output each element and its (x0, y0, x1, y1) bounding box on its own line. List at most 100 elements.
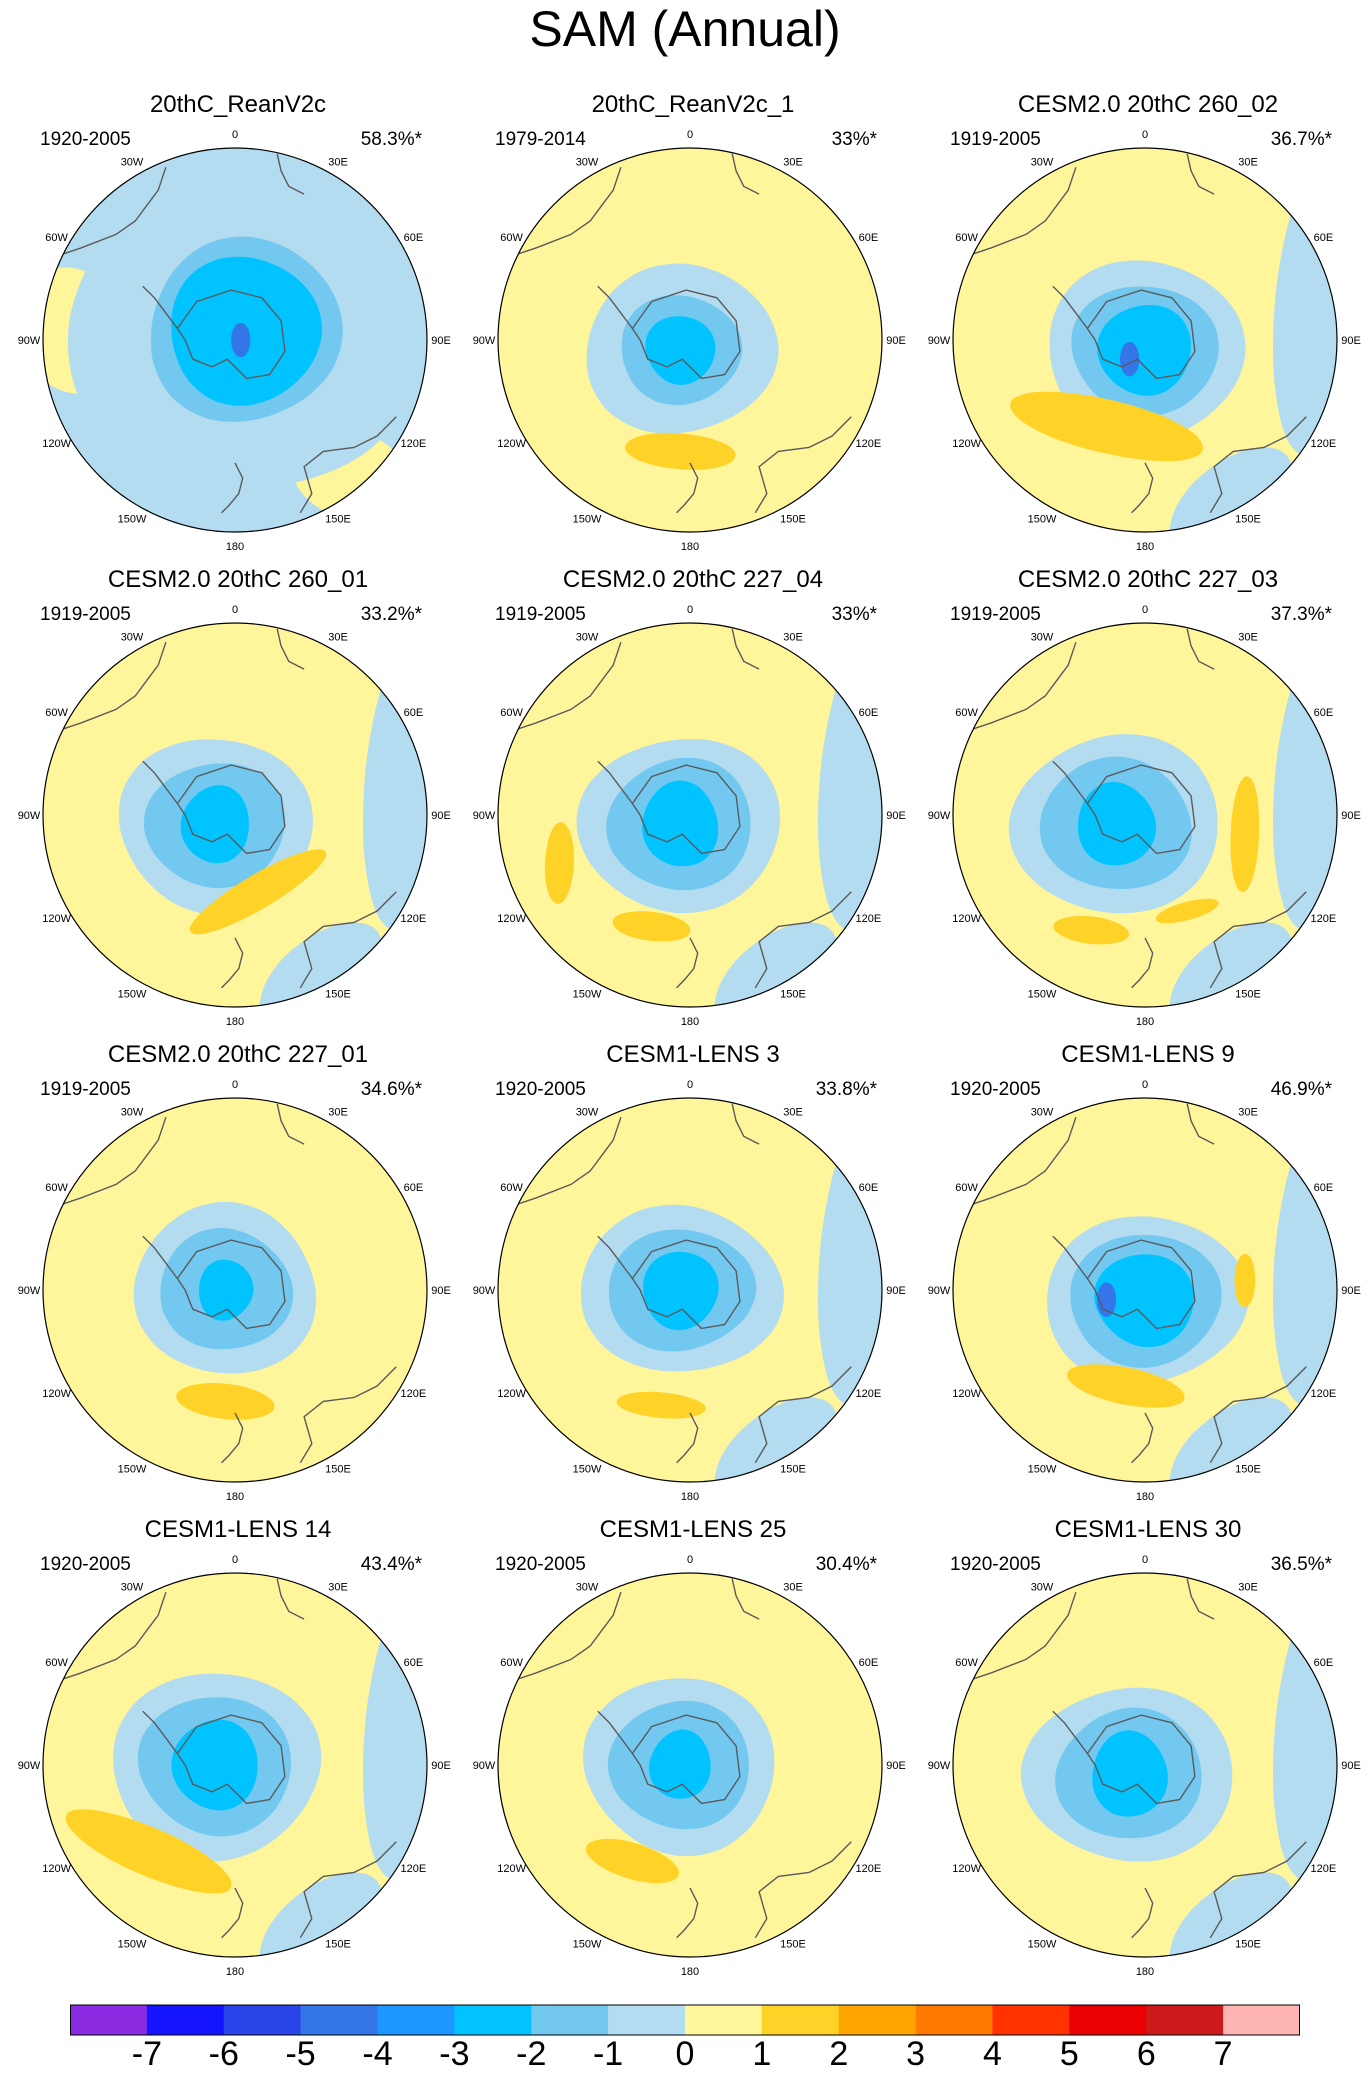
colorbar-swatch (377, 2005, 455, 2035)
panel-title: CESM2.0 20thC 227_01 (107, 1041, 369, 1068)
map-panel: 0 30E 60E 90E 120E 150E 180 150W 120W 90W 60W 30W CE… (10, 1040, 466, 1515)
longitude-label: 90W (473, 1760, 496, 1772)
longitude-label: 90E (886, 1285, 906, 1297)
panel-title: CESM1-LENS 25 (599, 1516, 787, 1543)
longitude-label: 30E (328, 1107, 348, 1119)
longitude-label: 60E (404, 232, 424, 244)
longitude-label: 150E (1235, 1938, 1261, 1950)
longitude-label: 90W (928, 1760, 951, 1772)
longitude-label: 30E (1238, 1582, 1258, 1594)
longitude-label: 30E (1238, 157, 1258, 169)
longitude-label: 60W (955, 707, 978, 719)
longitude-label: 150E (780, 513, 806, 525)
longitude-label: 0 (1142, 1079, 1148, 1091)
polar-map: 0 30E 60E 90E 120E 150E 180 150W 120W 90W 60W 30W (473, 604, 906, 1028)
panel-period: 1920-2005 (40, 1554, 131, 1575)
panel-period: 1919-2005 (950, 604, 1041, 625)
panel-title: CESM1-LENS 3 (606, 1041, 780, 1068)
longitude-label: 90E (886, 810, 906, 822)
panel-variance-percent: 34.6%* (360, 1079, 422, 1100)
longitude-label: 90W (18, 810, 41, 822)
longitude-label: 150E (325, 1463, 351, 1475)
longitude-label: 90E (886, 335, 906, 347)
colorbar-tick-label: -4 (362, 2035, 393, 2073)
polar-map: 0 30E 60E 90E 120E 150E 180 150W 120W 90W 60W 30W (928, 1079, 1361, 1503)
longitude-label: 30W (1031, 1582, 1054, 1594)
panel-variance-percent: 58.3%* (360, 129, 422, 150)
longitude-label: 0 (232, 129, 238, 141)
panel-title: CESM1-LENS 30 (1054, 1516, 1242, 1543)
longitude-label: 30E (328, 632, 348, 644)
longitude-label: 90E (431, 810, 451, 822)
longitude-label: 90W (473, 335, 496, 347)
longitude-label: 60W (500, 232, 523, 244)
longitude-label: 120E (856, 1388, 882, 1400)
longitude-label: 90W (18, 335, 41, 347)
longitude-label: 120E (401, 913, 427, 925)
longitude-label: 60W (45, 1182, 68, 1194)
panel-period: 1920-2005 (495, 1079, 586, 1100)
map-panel: 0 30E 60E 90E 120E 150E 180 150W 120W 90W 60W 30W CE… (10, 565, 466, 1040)
longitude-label: 150E (1235, 1463, 1261, 1475)
polar-map: 0 30E 60E 90E 120E 150E 180 150W 120W 90W 60W 30W (18, 604, 451, 1028)
longitude-label: 150W (573, 513, 602, 525)
polar-map: 0 30E 60E 90E 120E 150E 180 150W 120W 90W 60W 30W (928, 1554, 1361, 1978)
longitude-label: 120E (401, 1388, 427, 1400)
longitude-label: 90E (431, 1285, 451, 1297)
longitude-label: 0 (687, 129, 693, 141)
longitude-label: 90E (1341, 1760, 1361, 1772)
longitude-label: 0 (1142, 129, 1148, 141)
longitude-label: 120W (952, 913, 981, 925)
panel-title: CESM1-LENS 14 (144, 1516, 332, 1543)
polar-map: 0 30E 60E 90E 120E 150E 180 150W 120W 90W 60W 30W (928, 129, 1361, 553)
longitude-label: 90W (928, 1285, 951, 1297)
panel-title: 20thC_ReanV2c (149, 91, 327, 118)
longitude-label: 120W (497, 913, 526, 925)
panel-title: CESM2.0 20thC 260_02 (1017, 91, 1279, 118)
colorbar-swatch (1146, 2005, 1224, 2035)
panel-variance-percent: 43.4%* (360, 1554, 422, 1575)
longitude-label: 120W (42, 438, 71, 450)
longitude-label: 90W (928, 335, 951, 347)
longitude-label: 30E (328, 157, 348, 169)
longitude-label: 120W (42, 913, 71, 925)
longitude-label: 30E (783, 632, 803, 644)
longitude-label: 90E (886, 1760, 906, 1772)
longitude-label: 30W (576, 1107, 599, 1119)
longitude-label: 0 (232, 604, 238, 616)
map-panel: 0 30E 60E 90E 120E 150E 180 150W 120W 90W 60W 30W CE… (10, 1515, 466, 1990)
colorbar-tick-label: -6 (208, 2035, 239, 2073)
panel-period: 1920-2005 (950, 1079, 1041, 1100)
longitude-label: 180 (1136, 1016, 1154, 1028)
longitude-label: 60W (45, 1657, 68, 1669)
colorbar-swatch (454, 2005, 532, 2035)
longitude-label: 150W (118, 513, 147, 525)
longitude-label: 150W (573, 988, 602, 1000)
map-panel: 0 30E 60E 90E 120E 150E 180 150W 120W 90W 60W 30W 20… (465, 90, 921, 565)
longitude-label: 60E (859, 232, 879, 244)
longitude-label: 60E (859, 1657, 879, 1669)
longitude-label: 30W (121, 1107, 144, 1119)
colorbar-swatch (1069, 2005, 1147, 2035)
panel-period: 1920-2005 (40, 129, 131, 150)
panel-variance-percent: 46.9%* (1270, 1079, 1332, 1100)
longitude-label: 60E (404, 1657, 424, 1669)
panel-period: 1919-2005 (40, 604, 131, 625)
longitude-label: 150W (573, 1463, 602, 1475)
longitude-label: 180 (681, 1966, 699, 1978)
panel-title: CESM2.0 20thC 227_03 (1017, 566, 1279, 593)
longitude-label: 120E (1311, 438, 1337, 450)
longitude-label: 90W (473, 1285, 496, 1297)
panel-period: 1919-2005 (950, 129, 1041, 150)
polar-map: 0 30E 60E 90E 120E 150E 180 150W 120W 90W 60W 30W (473, 129, 906, 553)
panel-variance-percent: 36.7%* (1270, 129, 1332, 150)
map-panel: 0 30E 60E 90E 120E 150E 180 150W 120W 90W 60W 30W CE… (920, 1515, 1370, 1990)
longitude-label: 180 (226, 1016, 244, 1028)
longitude-label: 90E (431, 1760, 451, 1772)
colorbar-swatch (915, 2005, 993, 2035)
longitude-label: 90W (18, 1760, 41, 1772)
longitude-label: 30W (576, 157, 599, 169)
longitude-label: 120W (497, 1388, 526, 1400)
longitude-label: 60E (1314, 232, 1334, 244)
longitude-label: 60W (500, 1182, 523, 1194)
